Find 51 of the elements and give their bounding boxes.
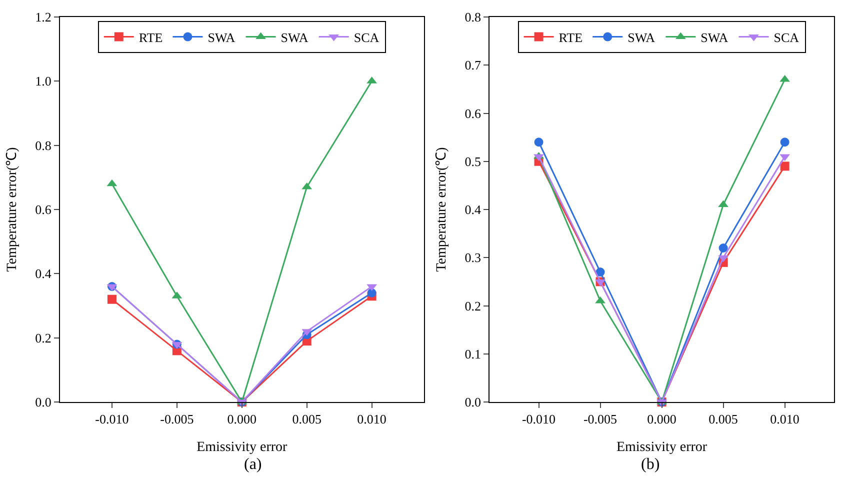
y-tick-label: 0.7	[464, 58, 482, 73]
x-tick-label: 0.000	[647, 412, 676, 427]
y-tick-label: 0.6	[464, 106, 482, 121]
y-tick-label: 0.1	[464, 346, 481, 362]
x-tick-label: -0.010	[522, 412, 556, 427]
y-tick-label: 0.8	[35, 138, 52, 153]
x-axis-title: Emissivity error	[196, 440, 288, 455]
point	[595, 296, 606, 304]
legend-label: SCA	[774, 30, 800, 45]
point	[780, 154, 790, 162]
legend-label: SWA	[280, 30, 309, 45]
y-tick-label: 0.4	[35, 266, 52, 282]
point	[596, 268, 605, 277]
y-axis-title: Temperature error(℃)	[4, 146, 20, 272]
x-tick-label: -0.005	[160, 412, 194, 427]
point	[718, 244, 728, 252]
y-axis-title: Temperature error(℃)	[434, 146, 450, 272]
x-axis-title: Emissivity error	[616, 440, 708, 455]
y-tick-label: 0.3	[464, 250, 481, 266]
legend-label: SCA	[354, 30, 380, 45]
x-tick-label: 0.000	[227, 412, 257, 427]
y-tick-label: 0.8	[464, 10, 481, 25]
point	[534, 154, 544, 162]
x-tick-label: 0.010	[770, 412, 800, 427]
y-tick-label: 0.0	[464, 394, 481, 410]
y-tick-label: 0.4	[464, 202, 482, 218]
point	[780, 162, 790, 171]
y-tick-label: 0.2	[35, 330, 52, 346]
text: (a)	[244, 456, 262, 473]
x-tick-label: 0.005	[292, 412, 322, 427]
point	[367, 288, 376, 298]
point	[780, 138, 790, 147]
point	[718, 255, 728, 262]
y-tick-label: 1.0	[35, 74, 52, 89]
text: (b)	[641, 456, 660, 473]
y-tick-label: 1.2	[35, 10, 52, 25]
y-tick-label: 0.5	[464, 154, 481, 169]
legend-label: SWA	[208, 30, 236, 45]
legend-label: RTE	[558, 30, 583, 45]
point	[107, 294, 116, 304]
y-tick-label: 0.0	[35, 394, 52, 410]
x-tick-label: -0.010	[95, 412, 129, 427]
x-tick-label: -0.005	[583, 412, 618, 427]
legend-label: SWA	[700, 30, 729, 45]
point	[534, 138, 544, 147]
y-tick-label: 0.2	[464, 298, 481, 314]
y-tick-label: 0.6	[35, 202, 52, 218]
legend-label: SWA	[628, 30, 656, 45]
legend-label: RTE	[138, 30, 163, 45]
x-tick-label: 0.010	[357, 412, 386, 427]
x-tick-label: 0.005	[708, 412, 738, 427]
